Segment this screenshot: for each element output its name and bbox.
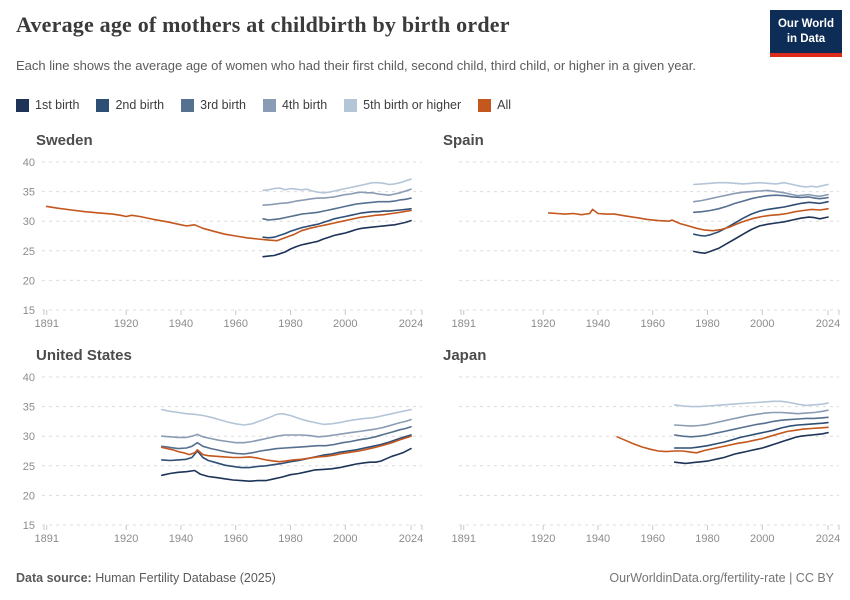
footer-source: Data source: Human Fertility Database (2… <box>16 571 276 585</box>
svg-text:1960: 1960 <box>640 318 664 330</box>
legend-swatch-1st-birth <box>16 98 29 112</box>
svg-text:1980: 1980 <box>278 318 302 330</box>
chart-panel-spain: Spain 1891 1920 1940 1960 1980 2000 2024 <box>425 130 842 332</box>
svg-text:25: 25 <box>23 461 35 473</box>
svg-text:1920: 1920 <box>114 533 138 545</box>
footer-source-label: Data source: <box>16 571 92 585</box>
page-title: Average age of mothers at childbirth by … <box>16 12 510 37</box>
chart-panel-united-states: United States 15 20 25 30 35 40 1891 1920 1940 19… <box>8 345 425 547</box>
legend-swatch-3rd-birth <box>181 98 195 112</box>
chart-subtitle: Each line shows the average age of women… <box>16 58 696 73</box>
legend-swatch-5th-birth-or-higher <box>344 98 358 112</box>
chart-title-spain: Spain <box>443 132 484 149</box>
legend-item-5th-birth-or-higher: 5th birth or higher <box>344 98 461 112</box>
legend-swatch-2nd-birth <box>96 98 110 112</box>
svg-text:15: 15 <box>23 520 35 532</box>
owid-logo-line2: in Data <box>786 32 826 45</box>
legend-item-1st-birth: 1st birth <box>16 98 79 112</box>
svg-text:1940: 1940 <box>169 318 193 330</box>
svg-text:35: 35 <box>23 187 35 199</box>
svg-text:1940: 1940 <box>586 318 610 330</box>
legend-label-2nd-birth: 2nd birth <box>115 98 165 112</box>
svg-text:1960: 1960 <box>640 533 664 545</box>
svg-text:1980: 1980 <box>695 318 719 330</box>
owid-logo-line1: Our World <box>777 18 834 30</box>
svg-text:1960: 1960 <box>223 533 247 545</box>
svg-text:2024: 2024 <box>816 318 840 330</box>
svg-text:2000: 2000 <box>333 533 357 545</box>
svg-text:1960: 1960 <box>223 318 247 330</box>
legend-label-5th-birth-or-higher: 5th birth or higher <box>363 98 462 112</box>
svg-text:2024: 2024 <box>399 533 423 545</box>
svg-text:1920: 1920 <box>531 533 555 545</box>
svg-text:2024: 2024 <box>399 318 423 330</box>
footer-source-value: Human Fertility Database (2025) <box>91 571 276 585</box>
footer-link[interactable]: OurWorldinData.org/fertility-rate | CC B… <box>609 571 834 585</box>
svg-text:1891: 1891 <box>34 533 58 545</box>
chart-japan[interactable]: 1891 1920 1940 1960 1980 2000 2024 <box>425 367 843 547</box>
owid-logo[interactable]: Our World in Data <box>770 10 842 57</box>
svg-text:30: 30 <box>23 431 35 443</box>
svg-text:1980: 1980 <box>695 533 719 545</box>
chart-panel-sweden: Sweden 15 20 25 30 35 40 1891 1920 1940 1960 1980 2… <box>8 130 425 332</box>
svg-text:25: 25 <box>23 246 35 258</box>
legend-label-1st-birth: 1st birth <box>35 98 80 112</box>
svg-text:1891: 1891 <box>451 318 475 330</box>
svg-text:15: 15 <box>23 305 35 317</box>
legend-item-all: All <box>478 98 511 112</box>
legend-swatch-all <box>478 98 492 112</box>
svg-text:35: 35 <box>23 402 35 414</box>
svg-text:2000: 2000 <box>750 533 774 545</box>
svg-text:1891: 1891 <box>34 318 58 330</box>
svg-text:1920: 1920 <box>114 318 138 330</box>
legend: 1st birth 2nd birth 3rd birth 4th birth 5th … <box>16 98 511 112</box>
svg-text:1891: 1891 <box>451 533 475 545</box>
svg-text:2000: 2000 <box>333 318 357 330</box>
svg-text:20: 20 <box>23 275 35 287</box>
legend-item-4th-birth: 4th birth <box>262 98 328 112</box>
legend-label-all: All <box>497 98 512 112</box>
legend-item-2nd-birth: 2nd birth <box>96 98 164 112</box>
legend-item-3rd-birth: 3rd birth <box>181 98 246 112</box>
svg-text:1980: 1980 <box>278 533 302 545</box>
chart-title-united-states: United States <box>36 347 132 364</box>
legend-swatch-4th-birth <box>262 98 276 112</box>
chart-panel-japan: Japan 1891 1920 1940 1960 1980 2000 2024 <box>425 345 842 547</box>
legend-label-3rd-birth: 3rd birth <box>200 98 246 112</box>
svg-text:40: 40 <box>23 157 35 169</box>
charts-grid: Sweden 15 20 25 30 35 40 1891 1920 1940 1960 1980 2… <box>8 130 842 547</box>
svg-text:2000: 2000 <box>750 318 774 330</box>
legend-label-4th-birth: 4th birth <box>281 98 328 112</box>
chart-spain[interactable]: 1891 1920 1940 1960 1980 2000 2024 <box>425 152 843 332</box>
svg-text:20: 20 <box>23 490 35 502</box>
svg-text:30: 30 <box>23 216 35 228</box>
chart-title-sweden: Sweden <box>36 132 93 149</box>
svg-text:1940: 1940 <box>169 533 193 545</box>
footer: Data source: Human Fertility Database (2… <box>16 571 834 585</box>
svg-text:1940: 1940 <box>586 533 610 545</box>
svg-text:2024: 2024 <box>816 533 840 545</box>
chart-sweden[interactable]: 15 20 25 30 35 40 1891 1920 1940 1960 1980 2000 2024 <box>8 152 426 332</box>
svg-text:40: 40 <box>23 372 35 384</box>
svg-text:1920: 1920 <box>531 318 555 330</box>
chart-title-japan: Japan <box>443 347 487 364</box>
chart-united-states[interactable]: 15 20 25 30 35 40 1891 1920 1940 1960 1980 2000 2024 <box>8 367 426 547</box>
